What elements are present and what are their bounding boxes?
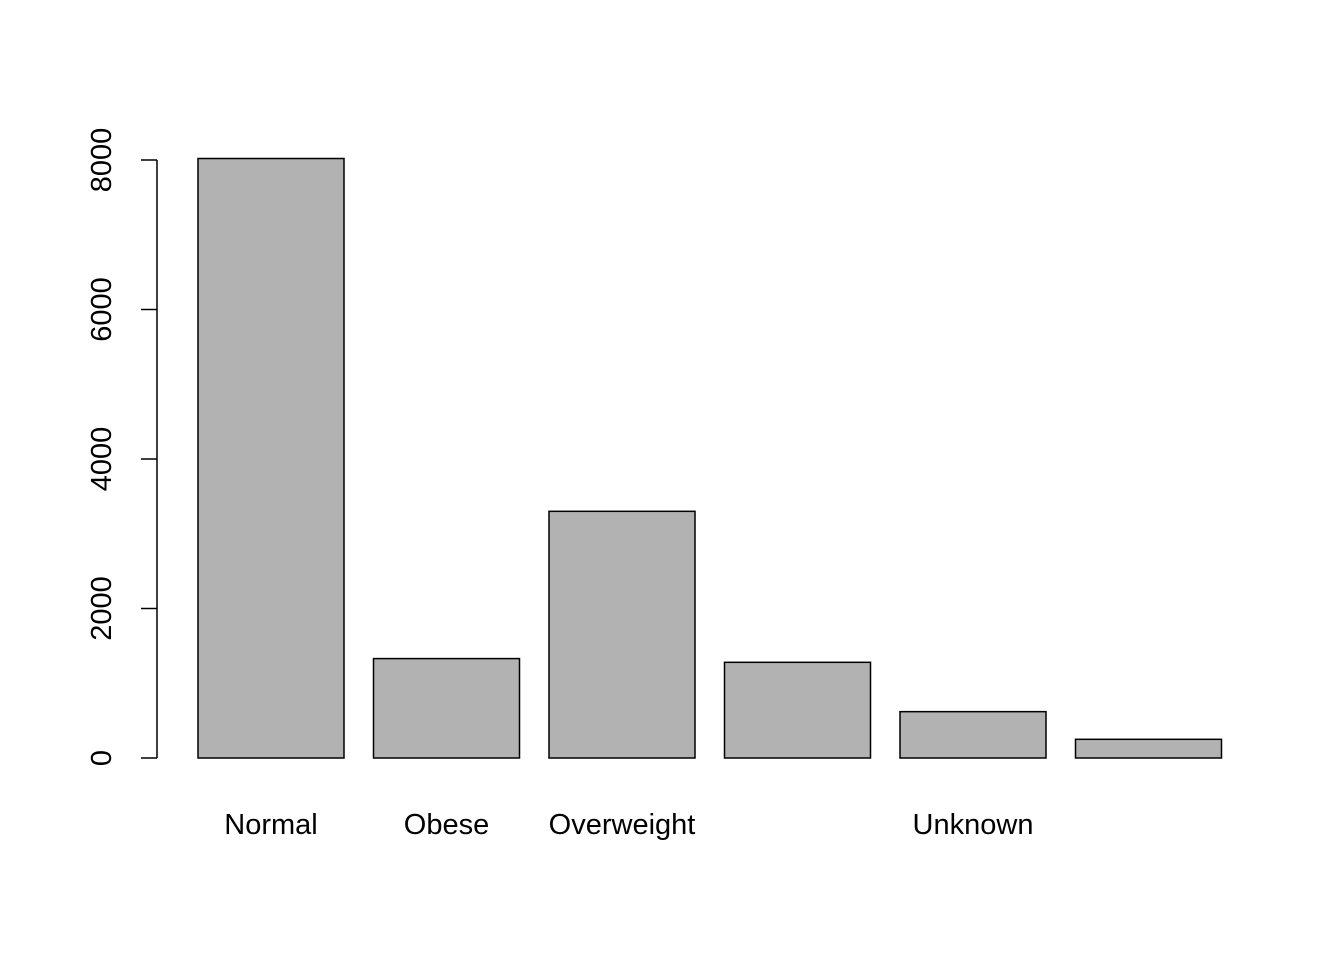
bar [548, 510, 696, 759]
bar [899, 710, 1047, 759]
y-tick-label: 2000 [86, 576, 118, 641]
x-category-label: Overweight [549, 809, 696, 841]
y-tick-label: 4000 [86, 427, 118, 492]
x-category-label: Normal [224, 809, 317, 841]
bar [723, 661, 872, 759]
bar [197, 157, 345, 759]
bar [372, 657, 521, 759]
y-tick-label: 8000 [86, 128, 118, 193]
y-tick-label: 0 [86, 750, 118, 766]
x-category-label: Obese [404, 809, 489, 841]
x-category-label: Unknown [913, 809, 1034, 841]
y-tick-label: 6000 [86, 277, 118, 342]
bar [1074, 738, 1223, 759]
